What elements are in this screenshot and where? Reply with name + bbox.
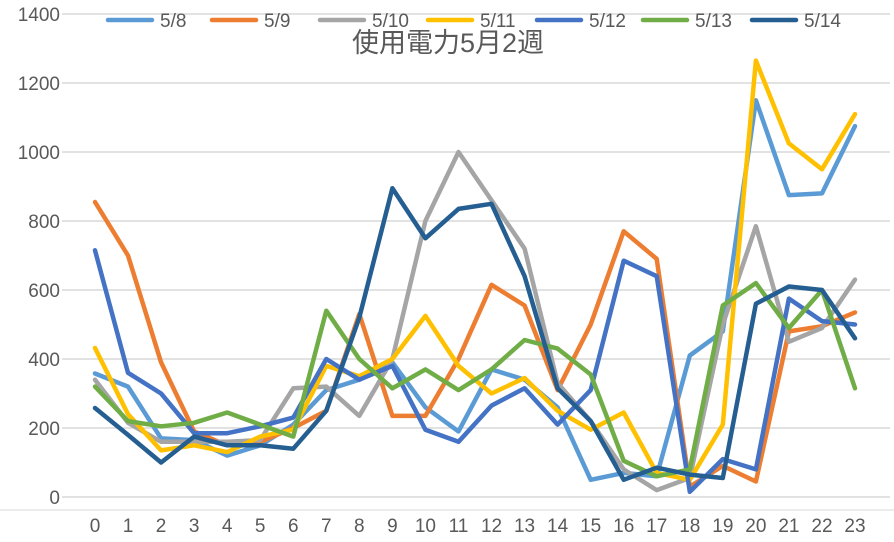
y-tick-label: 1000: [18, 143, 60, 164]
x-tick-label: 10: [415, 516, 436, 537]
x-tick-label: 19: [712, 516, 733, 537]
y-tick-label: 1400: [18, 5, 60, 26]
legend-label: 5/12: [589, 11, 626, 32]
legend-item: 5/10: [317, 11, 409, 32]
legend-item: 5/9: [209, 11, 290, 32]
y-tick-label: 400: [28, 350, 60, 371]
x-tick-label: 4: [222, 516, 233, 537]
x-tick-label: 12: [481, 516, 502, 537]
x-tick-label: 7: [321, 516, 332, 537]
x-tick-label: 8: [354, 516, 365, 537]
y-tick-label: 200: [28, 419, 60, 440]
x-tick-label: 16: [613, 516, 634, 537]
x-tick-label: 0: [90, 516, 101, 537]
x-tick-label: 17: [646, 516, 667, 537]
x-axis-ticks: 0 1 2 3 4 5 6 7 8 9 10 11 12 13 14 15 16 17 18 19 20 21 22 23: [90, 516, 866, 537]
x-tick-label: 13: [514, 516, 535, 537]
legend-label: 5/10: [372, 11, 409, 32]
legend-label: 5/8: [160, 11, 186, 32]
x-tick-label: 9: [387, 516, 398, 537]
gridlines: [62, 13, 890, 498]
chart-title: 使用電力5月2週: [352, 28, 544, 58]
series-lines: [92, 58, 858, 495]
legend-label: 5/9: [264, 11, 290, 32]
x-tick-label: 1: [123, 516, 134, 537]
y-tick-label: 0: [49, 488, 60, 509]
x-tick-label: 11: [449, 516, 469, 537]
y-axis-ticks: 0 200 400 600 800 1000 1200 1400: [18, 5, 60, 509]
x-tick-label: 14: [547, 516, 569, 537]
x-tick-label: 2: [156, 516, 167, 537]
legend-item: 5/12: [534, 11, 626, 32]
x-tick-label: 18: [679, 516, 700, 537]
x-tick-label: 5: [255, 516, 266, 537]
series-line-5-13: [92, 280, 858, 479]
legend-item: 5/14: [749, 11, 841, 32]
legend: 5/8 5/9 5/10 5/11 5/12 5/13 5/14: [105, 11, 841, 32]
y-tick-label: 800: [28, 212, 60, 233]
x-tick-label: 20: [745, 516, 766, 537]
x-tick-label: 21: [778, 516, 799, 537]
legend-item: 5/8: [105, 11, 186, 32]
x-tick-label: 23: [844, 516, 865, 537]
series-line-5-14: [92, 185, 858, 483]
y-tick-label: 600: [28, 281, 60, 302]
y-tick-label: 1200: [18, 74, 60, 95]
legend-label: 5/14: [804, 11, 841, 32]
x-tick-label: 6: [288, 516, 299, 537]
x-tick-label: 3: [189, 516, 200, 537]
legend-item: 5/13: [640, 11, 732, 32]
legend-label: 5/11: [480, 11, 516, 32]
legend-label: 5/13: [695, 11, 732, 32]
x-tick-label: 15: [580, 516, 601, 537]
legend-item: 5/11: [425, 11, 516, 32]
x-tick-label: 22: [811, 516, 832, 537]
